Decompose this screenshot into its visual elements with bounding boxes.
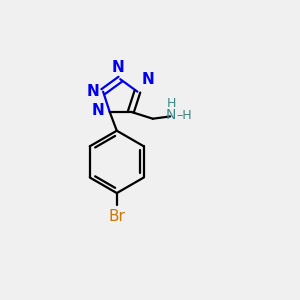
Text: N: N: [112, 60, 124, 75]
Text: H: H: [167, 97, 176, 110]
Text: N: N: [142, 73, 154, 88]
Text: Br: Br: [108, 209, 125, 224]
Text: N: N: [166, 108, 176, 122]
Text: –H: –H: [177, 109, 192, 122]
Text: N: N: [92, 103, 105, 118]
Text: N: N: [86, 84, 99, 99]
